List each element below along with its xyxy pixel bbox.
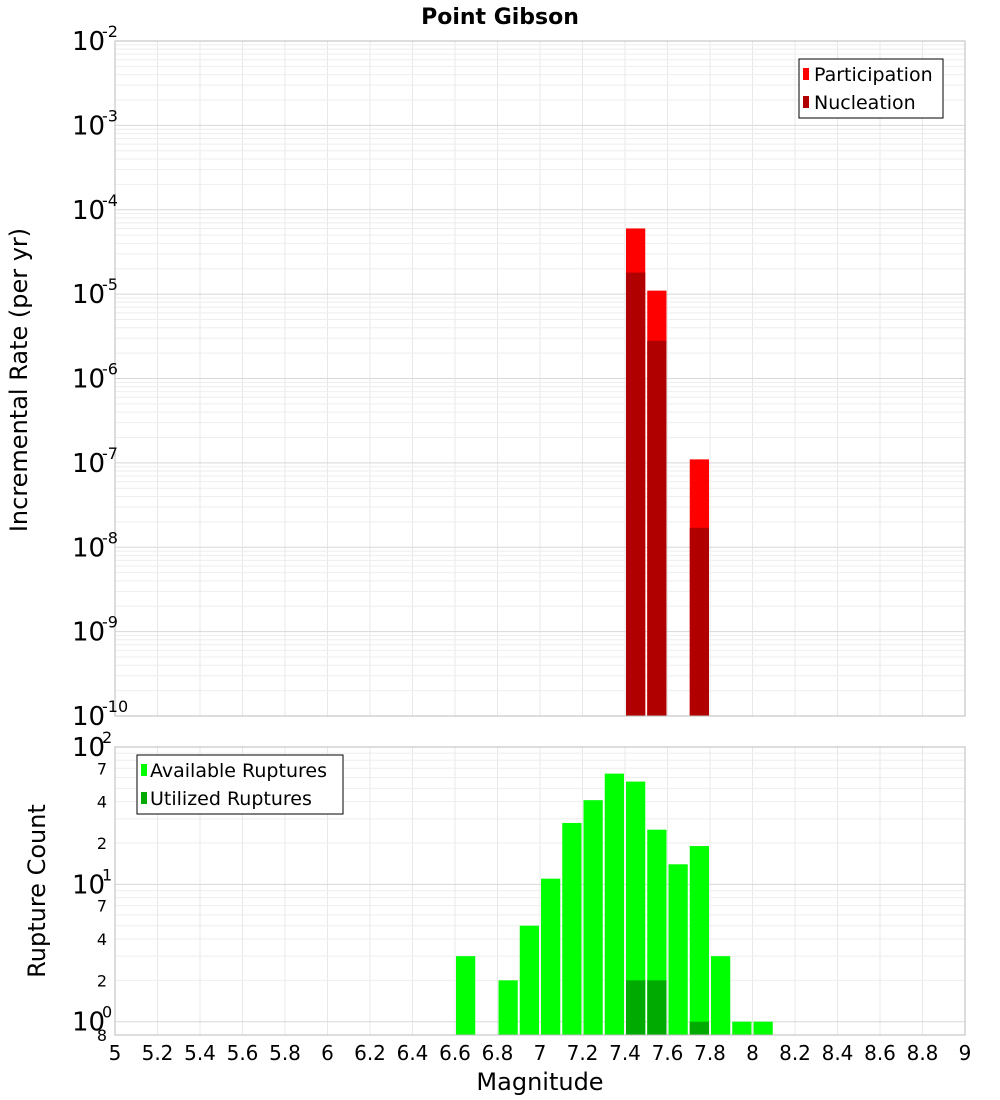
- bar-available-ruptures: [711, 956, 731, 1035]
- y-minor-tick-label: 2: [97, 971, 107, 990]
- x-tick-label: 6.8: [482, 1041, 514, 1065]
- x-tick-label: 8: [746, 1041, 759, 1065]
- y-tick-label-exponent: -3: [102, 106, 118, 125]
- x-tick-labels: 5 5.2 5.4 5.6 5.8 6 6.2 6.4 6.6 6.8 7 7.2 7.4 7.6 7.8 8…: [109, 1041, 972, 1065]
- x-tick-label: 7.6: [652, 1041, 684, 1065]
- y-tick-label-base: 10: [72, 280, 105, 310]
- x-tick-label: 5.6: [227, 1041, 259, 1065]
- legend-box-bottom: [136, 754, 344, 815]
- y-tick-label-exponent: -2: [102, 22, 118, 41]
- top-plot-bars: [626, 228, 709, 716]
- x-tick-label: 6.4: [397, 1041, 429, 1065]
- bottom-plot-bars: [456, 773, 773, 1035]
- y-tick-label-base: 10: [72, 111, 105, 141]
- y-tick-label-exponent: -8: [102, 528, 118, 547]
- y-tick-label-exponent: 2: [102, 728, 112, 747]
- bar-available-ruptures: [626, 781, 646, 1035]
- y-minor-tick-label: 7: [97, 897, 107, 916]
- x-tick-label: 5.4: [184, 1041, 216, 1065]
- legend-label-available-ruptures: Available Ruptures: [150, 760, 327, 782]
- x-tick-label: 9: [959, 1041, 972, 1065]
- y-tick-label-exponent: 1: [102, 865, 112, 884]
- x-tick-label: 7.4: [609, 1041, 641, 1065]
- x-tick-label: 7: [534, 1041, 547, 1065]
- x-tick-label: 7.2: [567, 1041, 599, 1065]
- x-tick-label: 5: [109, 1041, 122, 1065]
- legend-label-participation: Participation: [814, 64, 933, 86]
- y-minor-tick-label: 8: [97, 1026, 107, 1045]
- x-tick-label: 5.2: [142, 1041, 174, 1065]
- y-tick-label-base: 10: [72, 27, 105, 57]
- x-tick-label: 8.4: [822, 1041, 854, 1065]
- bar-available-ruptures: [583, 800, 603, 1035]
- x-tick-label: 8.6: [864, 1041, 896, 1065]
- bar-available-ruptures: [689, 846, 709, 1035]
- y-tick-label-base: 10: [72, 733, 105, 763]
- y-tick-label-base: 10: [72, 449, 105, 479]
- y-tick-label-base: 10: [72, 533, 105, 563]
- x-axis-label: Magnitude: [476, 1068, 603, 1096]
- top-y-axis-label: Incremental Rate (per yr): [5, 228, 33, 532]
- bar-available-ruptures: [604, 773, 624, 1035]
- bar-utilized-ruptures: [647, 980, 667, 1035]
- y-tick-label-exponent: 0: [102, 1003, 112, 1022]
- bottom-plot-frame: [114, 746, 966, 1036]
- y-minor-tick-label: 4: [97, 793, 107, 812]
- bar-available-ruptures: [456, 956, 476, 1035]
- legend-swatch-utilized-ruptures: [141, 792, 147, 804]
- y-minor-tick-label: 4: [97, 930, 107, 949]
- top-gridlines: [114, 41, 966, 717]
- bar-available-ruptures: [668, 864, 688, 1035]
- y-tick-label-base: 10: [72, 365, 105, 395]
- y-tick-label-base: 10: [72, 702, 105, 732]
- bottom-y-axis-label: Rupture Count: [23, 804, 51, 978]
- x-tick-label: 5.8: [269, 1041, 301, 1065]
- legend-box-top: [798, 58, 944, 119]
- bar-nucleation: [689, 527, 709, 716]
- y-tick-label-base: 10: [72, 1008, 105, 1038]
- y-tick-label-base: 10: [72, 196, 105, 226]
- y-minor-tick-label: 2: [97, 834, 107, 853]
- bar-utilized-ruptures: [626, 980, 646, 1035]
- legend-swatch-participation: [803, 68, 809, 80]
- bar-available-ruptures: [753, 1021, 773, 1035]
- legend-label-nucleation: Nucleation: [814, 92, 916, 114]
- bar-nucleation: [626, 272, 646, 716]
- x-tick-label: 6: [321, 1041, 334, 1065]
- x-tick-label: 6.6: [439, 1041, 471, 1065]
- legend-swatch-nucleation: [803, 96, 809, 108]
- y-tick-label-base: 10: [72, 618, 105, 648]
- y-tick-label-exponent: -5: [102, 275, 118, 294]
- bar-available-ruptures: [541, 878, 561, 1035]
- y-tick-label-exponent: -10: [102, 697, 128, 716]
- bar-available-ruptures: [519, 925, 539, 1035]
- bar-available-ruptures: [562, 822, 582, 1035]
- bar-available-ruptures: [498, 980, 518, 1035]
- x-tick-label: 7.8: [694, 1041, 726, 1065]
- bar-available-ruptures: [732, 1021, 752, 1035]
- y-tick-label-exponent: -9: [102, 613, 118, 632]
- y-tick-label-exponent: -6: [102, 360, 118, 379]
- y-tick-label-exponent: -4: [102, 191, 118, 210]
- legend-swatch-available-ruptures: [141, 764, 147, 776]
- legends: Participation Nucleation Available Rupture…: [136, 58, 944, 815]
- y-tick-label-exponent: -7: [102, 444, 118, 463]
- bar-nucleation: [647, 340, 667, 716]
- x-tick-label: 8.8: [907, 1041, 939, 1065]
- y-tick-label-base: 10: [72, 870, 105, 900]
- y-minor-tick-label: 7: [97, 759, 107, 778]
- bar-utilized-ruptures: [689, 1021, 709, 1035]
- legend-label-utilized-ruptures: Utilized Ruptures: [150, 788, 312, 810]
- x-tick-label: 6.2: [354, 1041, 386, 1065]
- chart-title: Point Gibson: [421, 5, 579, 30]
- top-plot-frame: [114, 40, 966, 717]
- x-tick-label: 8.2: [779, 1041, 811, 1065]
